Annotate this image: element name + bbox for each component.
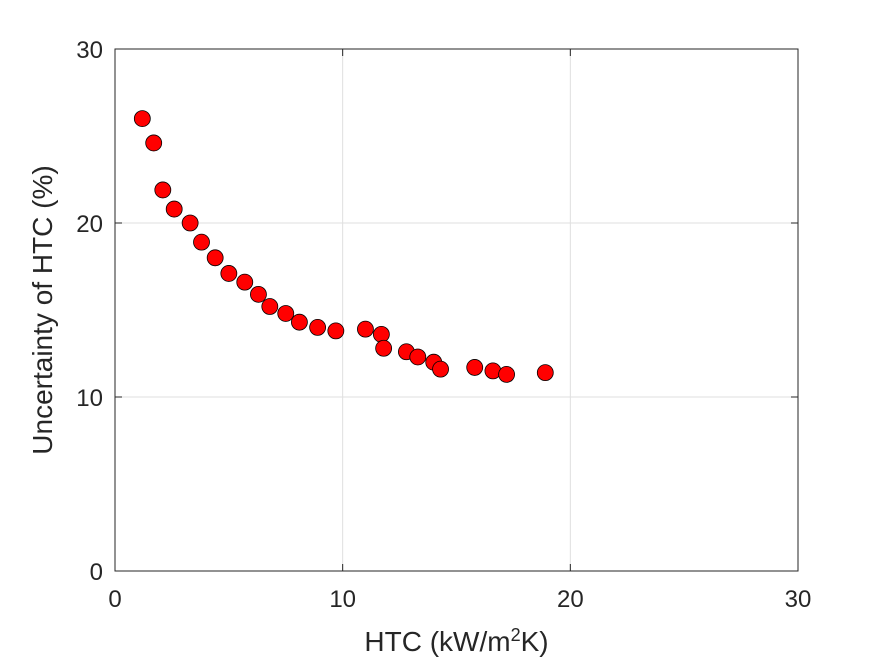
x-axis-label-suffix: K) [521,626,549,657]
y-tick-label: 30 [76,37,103,64]
data-point [466,359,484,376]
grid-lines [115,49,798,571]
x-axis-label: HTC (kW/m2K) [364,625,548,657]
data-point [309,318,327,336]
data-point [236,273,254,291]
data-point [181,214,199,232]
data-point [277,305,295,322]
data-point [193,233,210,251]
data-point [250,285,267,303]
data-point [536,364,554,382]
x-axis-label-superscript: 2 [511,625,521,645]
y-tick-label: 10 [76,385,103,412]
data-point [409,348,427,366]
data-points [133,110,554,383]
x-tick-label: 10 [329,586,356,613]
data-point [220,265,238,282]
y-axis-label: Uncertainty of HTC (%) [27,165,58,454]
data-point [432,360,449,378]
x-tick-label: 20 [557,586,584,613]
data-point [145,134,163,152]
data-point [133,110,151,127]
data-point [372,325,390,343]
data-point [165,200,183,218]
x-tick-label: 0 [108,586,121,613]
data-point [154,181,172,199]
x-tick-label: 30 [785,586,812,613]
data-point [291,313,308,331]
axis-ticks: 0 10 20 30 0 10 20 30 [76,37,811,613]
x-axis-label-prefix: HTC (kW/m [364,626,510,657]
plot-area-frame [114,48,799,572]
data-point [357,320,374,338]
y-tick-label: 0 [90,559,103,586]
data-point [261,298,279,315]
data-point [375,339,393,357]
data-point [327,322,345,340]
data-point [206,249,224,267]
y-tick-label: 20 [76,211,103,238]
data-point [498,365,515,383]
